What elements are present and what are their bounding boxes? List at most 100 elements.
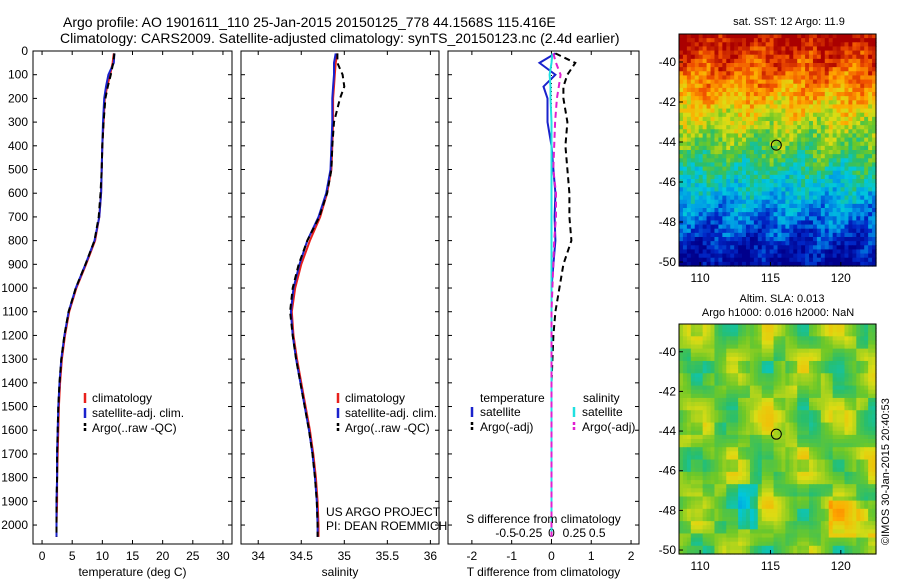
map-x-tick-label: 120 [831, 559, 851, 573]
depth-tick-label: 1500 [1, 400, 28, 414]
legend-label: Argo(-adj) [480, 420, 533, 434]
series-line-argo-raw-qc- [289, 53, 346, 537]
top-tick-label: -0.25 [515, 526, 543, 540]
legend-group-title: salinity [583, 391, 620, 405]
x-axis-label: salinity [322, 565, 359, 579]
depth-tick-label: 1200 [1, 328, 28, 342]
map-x-tick-label: 115 [761, 271, 780, 285]
x-tick-label: 35.5 [376, 549, 400, 563]
map-panel-1 [679, 34, 877, 267]
map-y-tick-label: -48 [659, 503, 677, 517]
sst-map-title: sat. SST: 12 Argo: 11.9 [733, 16, 845, 28]
depth-tick-label: 1700 [1, 447, 28, 461]
argo-position-marker [770, 139, 782, 151]
legend-label: Argo(..raw -QC) [345, 421, 430, 435]
legend-label: climatology [345, 391, 405, 405]
top-tick-label: 0.5 [589, 526, 606, 540]
legend-label: satellite-adj. clim. [345, 406, 437, 420]
series-line-argo-raw-qc- [55, 53, 116, 537]
map-y-tick-label: -44 [659, 424, 677, 438]
legend-label: climatology [92, 391, 152, 405]
diff-series-1 [550, 52, 577, 537]
x-tick-label: 34 [252, 549, 266, 563]
depth-tick-label: 700 [8, 210, 28, 224]
x-tick-label: 5 [69, 549, 76, 563]
depth-tick-label: 1800 [1, 471, 28, 485]
x-axis-label: T difference from climatology [467, 565, 621, 579]
series-line-satellite-adj-clim- [55, 53, 116, 537]
depth-tick-label: 600 [8, 186, 28, 200]
x-tick-label: 2 [628, 549, 635, 563]
depth-tick-label: 500 [8, 163, 28, 177]
map-y-tick-label: -40 [659, 55, 677, 69]
map-y-tick-label: -46 [659, 175, 677, 189]
map-y-tick-label: -48 [659, 215, 677, 229]
header-line-1: Argo profile: AO 1901611_110 25-Jan-2015… [63, 14, 556, 30]
depth-tick-label: 1600 [1, 423, 28, 437]
top-tick-label: -0.5 [495, 526, 516, 540]
map-y-tick-label: -50 [659, 255, 677, 269]
x-tick-label: 20 [156, 549, 170, 563]
legend-group-title: temperature [480, 391, 545, 405]
x-tick-label: 30 [216, 549, 230, 563]
depth-tick-label: 900 [8, 257, 28, 271]
map-y-tick-label: -44 [659, 135, 677, 149]
diff-series-3 [550, 53, 562, 537]
x-tick-label: 15 [126, 549, 140, 563]
header-line-2: Climatology: CARS2009. Satellite-adjuste… [60, 30, 620, 46]
map-y-tick-label: -46 [659, 464, 677, 478]
project-annotation: US ARGO PROJECT [326, 505, 441, 519]
depth-tick-label: 1000 [1, 281, 28, 295]
x-axis-label: temperature (deg C) [78, 565, 186, 579]
top-tick-label: 0.25 [563, 526, 587, 540]
plot-frame-2 [240, 50, 440, 545]
depth-tick-label: 100 [8, 68, 28, 82]
map-frame-1 [678, 33, 877, 267]
depth-tick-label: 0 [21, 44, 28, 58]
legend-label: satellite [480, 405, 521, 419]
argo-position-marker [770, 428, 782, 440]
sla-map-title: Altim. SLA: 0.013 [740, 293, 825, 305]
series-line-climatology [55, 53, 115, 537]
pi-annotation: PI: DEAN ROEMMICH [326, 519, 447, 533]
x-tick-label: 0 [39, 549, 46, 563]
depth-tick-label: 2000 [1, 518, 28, 532]
legend-label: satellite-adj. clim. [92, 406, 184, 420]
map-y-tick-label: -50 [659, 543, 677, 557]
plot-frame-3 [447, 50, 640, 545]
depth-tick-label: 1900 [1, 494, 28, 508]
x-tick-label: 1 [588, 549, 595, 563]
depth-tick-label: 300 [8, 115, 28, 129]
x-tick-label: 10 [96, 549, 110, 563]
map-y-tick-label: -40 [659, 345, 677, 359]
depth-tick-label: 1400 [1, 376, 28, 390]
legend-label: Argo(..raw -QC) [92, 421, 177, 435]
x-tick-label: 25 [186, 549, 200, 563]
plot-frame-1 [32, 50, 233, 545]
map-y-tick-label: -42 [659, 95, 677, 109]
depth-tick-label: 400 [8, 139, 28, 153]
top-axis-label: S difference from climatology [466, 512, 621, 526]
x-tick-label: -1 [506, 549, 517, 563]
map-frame-2 [678, 323, 877, 555]
x-tick-label: 34.5 [290, 549, 314, 563]
legend-label: satellite [582, 405, 623, 419]
map-panel-2 [679, 324, 877, 555]
map-x-tick-label: 110 [691, 559, 710, 573]
x-tick-label: 35 [338, 549, 352, 563]
depth-tick-label: 200 [8, 91, 28, 105]
depth-tick-label: 1100 [2, 305, 28, 319]
legend-label: Argo(-adj) [582, 420, 635, 434]
x-tick-label: 36 [424, 549, 438, 563]
credit-label: ©IMOS 30-Jan-2015 20:40:53 [880, 398, 892, 545]
depth-tick-label: 1300 [1, 352, 28, 366]
x-tick-label: -2 [467, 549, 478, 563]
sla-map-subtitle: Argo h1000: 0.016 h2000: NaN [702, 307, 854, 319]
depth-tick-label: 800 [8, 234, 28, 248]
x-tick-label: 0 [548, 549, 555, 563]
map-y-tick-label: -42 [659, 384, 677, 398]
map-x-tick-label: 115 [761, 559, 780, 573]
map-x-tick-label: 120 [831, 271, 851, 285]
map-x-tick-label: 110 [691, 271, 710, 285]
